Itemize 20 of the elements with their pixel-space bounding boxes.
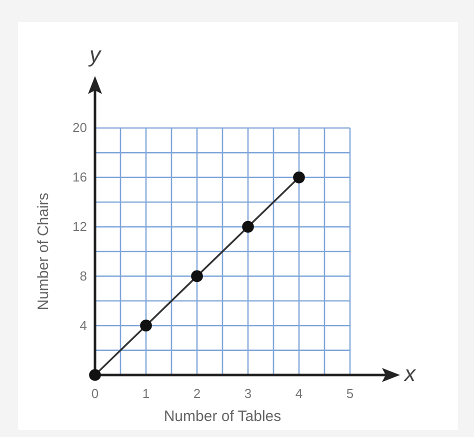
point [140,320,152,332]
x-tick-label: 5 [346,386,354,402]
y-tick-label: 4 [80,318,87,333]
point [242,220,254,233]
x-tick-label: 0 [91,386,99,402]
text: y [88,42,102,67]
x-tick-label: 2 [193,386,201,402]
y-tick-label: 16 [72,170,87,185]
y-tick-label: 20 [72,120,87,136]
x-tick-label: 3 [244,386,252,402]
x-tick-label: 1 [142,386,150,402]
y-tick-label: 8 [80,268,87,284]
point [293,171,305,184]
point [89,369,101,381]
point [191,270,203,282]
y-axis-title: Number of Chairs [35,192,52,310]
y-tick-label: 12 [72,218,87,234]
x-axis-title: Number of Tables [164,408,282,425]
x-tick-label: 4 [295,386,303,402]
text: x [404,361,416,386]
